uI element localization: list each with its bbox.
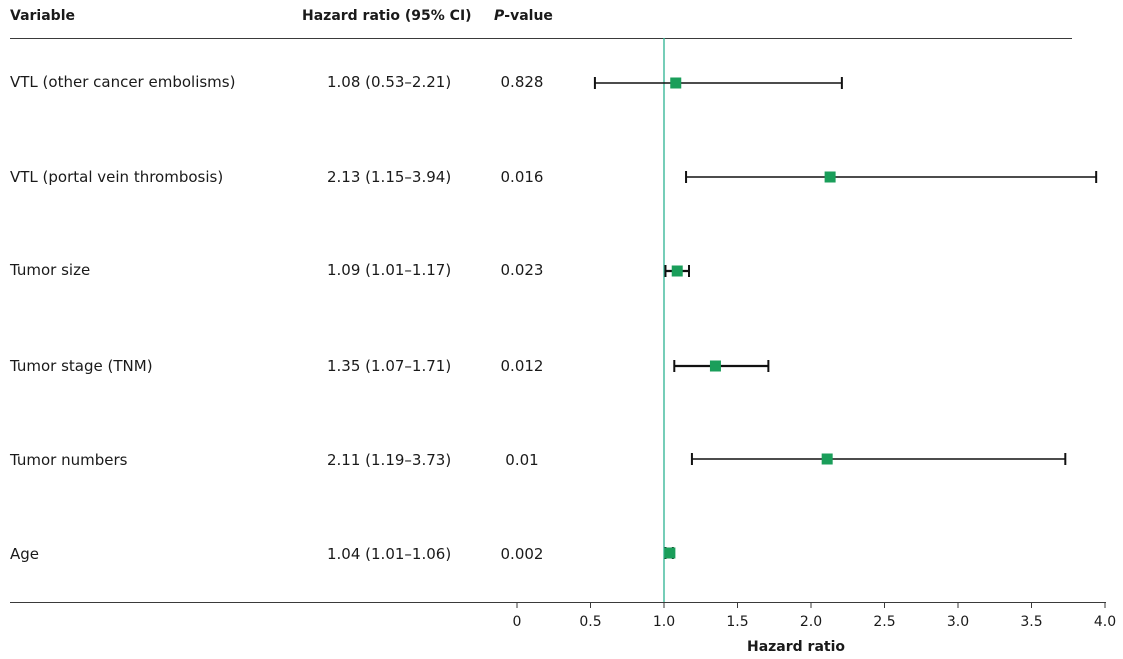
row-p-value: 0.01 (505, 451, 539, 469)
hazard-ratio-marker (670, 77, 682, 89)
hazard-ratio-marker (821, 453, 833, 465)
x-tick-label: 1.0 (653, 614, 675, 630)
x-tick-label: 2.0 (800, 614, 822, 630)
row-label: VTL (other cancer embolisms) (10, 73, 236, 91)
column-header-variable: Variable (10, 8, 75, 24)
row-hazard-ratio: 2.11 (1.19–3.73) (327, 451, 452, 469)
axis-rule (10, 602, 1106, 603)
x-tick-label: 0 (513, 614, 522, 630)
x-tick-label: 2.5 (873, 614, 895, 630)
row-hazard-ratio: 1.04 (1.01–1.06) (327, 545, 452, 563)
row-p-value: 0.828 (500, 73, 544, 91)
x-tick-label: 0.5 (579, 614, 601, 630)
hazard-ratio-marker (709, 360, 721, 372)
row-p-value: 0.012 (500, 357, 544, 375)
x-axis-title: Hazard ratio (746, 639, 846, 655)
row-p-value: 0.023 (500, 261, 544, 279)
row-label: Tumor size (10, 261, 91, 279)
row-label: Tumor stage (TNM) (10, 357, 153, 375)
top-rule (10, 38, 1072, 39)
column-header-p-value: P-value (494, 8, 553, 24)
hazard-ratio-marker (664, 547, 676, 559)
row-hazard-ratio: 1.35 (1.07–1.71) (327, 357, 452, 375)
row-hazard-ratio: 2.13 (1.15–3.94) (327, 168, 452, 186)
row-p-value: 0.016 (500, 168, 544, 186)
row-hazard-ratio: 1.08 (0.53–2.21) (327, 73, 452, 91)
x-tick-label: 1.5 (726, 614, 748, 630)
hazard-ratio-marker (824, 171, 836, 183)
x-tick-label: 3.0 (947, 614, 969, 630)
row-hazard-ratio: 1.09 (1.01–1.17) (327, 261, 452, 279)
p-value-suffix: -value (504, 8, 553, 24)
column-header-hazard-ratio: Hazard ratio (95% CI) (302, 8, 472, 24)
row-p-value: 0.002 (500, 545, 544, 563)
row-label: VTL (portal vein thrombosis) (10, 168, 224, 186)
row-label: Age (10, 545, 40, 563)
row-label: Tumor numbers (10, 451, 128, 469)
x-tick-label: 3.5 (1020, 614, 1042, 630)
p-value-italic: P (494, 8, 505, 24)
x-tick-label: 4.0 (1094, 614, 1116, 630)
hazard-ratio-marker (671, 265, 683, 277)
